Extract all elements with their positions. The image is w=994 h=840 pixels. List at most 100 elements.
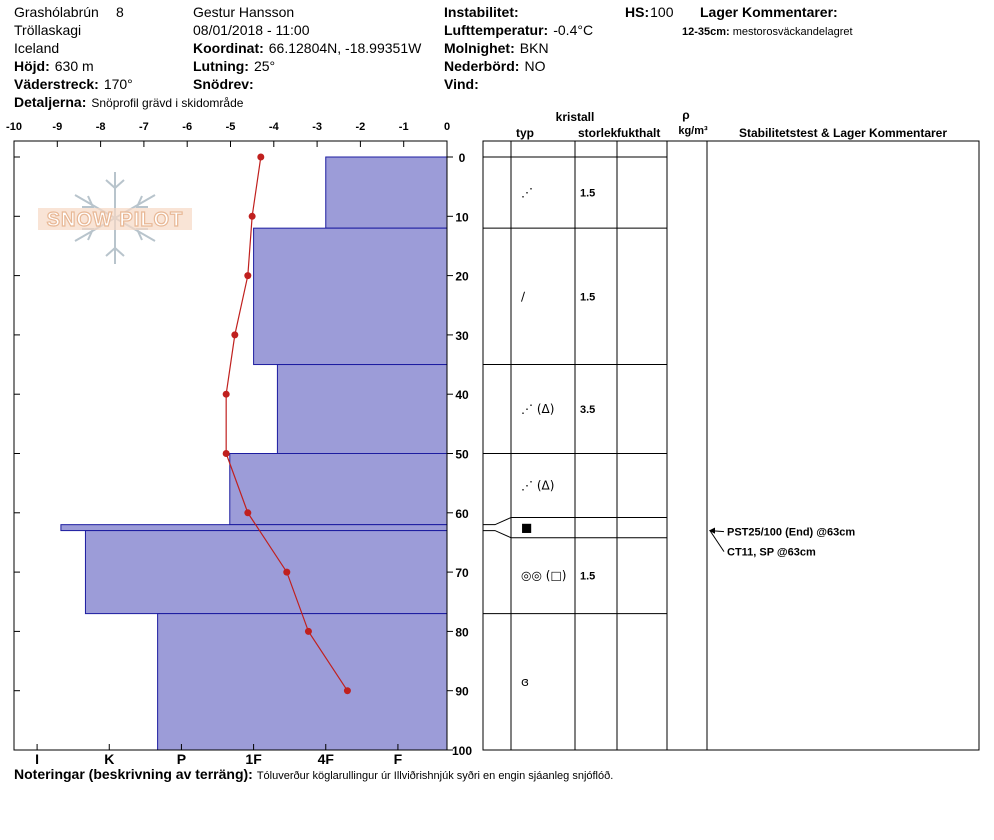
test-arrow: [709, 530, 725, 552]
logo-band: [38, 208, 192, 230]
field-value: 66.12804N, -18.99351W: [269, 40, 422, 56]
layer-boundary: [483, 517, 667, 526]
header-moisture: fukthalt: [617, 126, 660, 140]
header-density-unit: kg/m³: [678, 125, 708, 137]
temperature-tick-label: -2: [356, 121, 366, 133]
field-label: Detaljerna:: [14, 94, 86, 110]
location: Tröllaskagi: [14, 22, 81, 38]
test-arrowhead: [709, 527, 715, 534]
grain-size: 1.5: [580, 188, 595, 200]
grain-type: ɞ: [521, 675, 529, 689]
field-label: Lufttemperatur:: [444, 22, 548, 38]
temperature-point: [222, 390, 230, 398]
temperature-point: [343, 687, 351, 695]
depth-tick-label: 30: [455, 329, 469, 343]
grain-type: ◎◎ (□): [521, 569, 566, 583]
stability-test: CT11, SP @63cm: [727, 547, 816, 559]
field-value: BKN: [520, 40, 549, 56]
hardness-tick-label: F: [394, 751, 403, 767]
header-density: ρ: [682, 108, 689, 122]
hardness-bar: [276, 364, 448, 454]
temperature-point: [222, 450, 230, 457]
temperature-point: [248, 212, 256, 220]
temperature-tick-label: -5: [226, 121, 236, 133]
temperature-tick-label: -1: [399, 121, 409, 133]
stability-test: PST25/100 (End) @63cm: [727, 527, 855, 539]
temperature-tick-label: -7: [139, 121, 149, 133]
observer: Gestur Hansson: [193, 4, 294, 20]
logo-text: SNOW PILOT: [47, 209, 184, 231]
depth-tick-label: 100: [452, 744, 472, 758]
field-label: Instabilitet:: [444, 4, 519, 20]
table-frame: [482, 140, 980, 751]
header-size: storlek: [578, 126, 618, 140]
grain-type: ⋰ (Δ): [521, 479, 554, 493]
grain-size: 1.5: [580, 571, 595, 583]
hardness-bar: [84, 530, 448, 615]
field-label: HS:: [625, 4, 649, 20]
hardness-bar: [60, 524, 448, 532]
hardness-bar: [253, 227, 448, 366]
layer-comment-range: 12-35cm:: [682, 26, 730, 38]
hardness-tick-label: 1F: [245, 751, 262, 767]
location: Iceland: [14, 40, 59, 56]
field-value: NO: [524, 58, 545, 74]
hardness-tick-label: P: [177, 751, 186, 767]
temperature-tick-label: 0: [444, 121, 450, 133]
header-type: typ: [516, 126, 534, 140]
layer-boundary: [483, 530, 667, 539]
grain-size: 3.5: [580, 404, 595, 416]
field-label: Molnighet:: [444, 40, 515, 56]
grain-size: 1.5: [580, 291, 595, 303]
hardness-bar: [157, 613, 448, 751]
temperature-tick-label: -8: [96, 121, 106, 133]
hardness-tick-label: 4F: [318, 751, 335, 767]
hardness-tick-label: K: [104, 751, 114, 767]
field-value: 100: [650, 4, 674, 20]
temperature-point: [244, 272, 252, 280]
hardness-tick-label: I: [35, 751, 39, 767]
temperature-tick-label: -6: [182, 121, 192, 133]
field-label: Snödrev:: [193, 76, 254, 92]
depth-tick-label: 50: [455, 448, 469, 462]
temperature-point: [257, 153, 265, 161]
field-label: Lutning:: [193, 58, 249, 74]
temperature-point: [283, 568, 291, 576]
grain-type: ⋰: [521, 186, 533, 200]
field-label: Väderstreck:: [14, 76, 99, 92]
layer-comments-title: Lager Kommentarer:: [700, 4, 838, 20]
layer-comment-text: mestorosväckandelagret: [733, 26, 853, 38]
grain-type: ■: [521, 521, 532, 535]
field-value: 25°: [254, 58, 275, 74]
field-label: Höjd:: [14, 58, 50, 74]
field-value: Snöprofil grävd i skidområde: [91, 96, 243, 110]
depth-tick-label: 70: [455, 566, 469, 580]
location: Grashólabrún: [14, 4, 99, 20]
temperature-point: [304, 627, 312, 635]
grain-type: ∕: [521, 289, 526, 303]
field-value: -0.4°C: [553, 22, 593, 38]
hardness-bar: [325, 156, 448, 229]
depth-tick-label: 20: [455, 270, 469, 284]
temperature-tick-label: -4: [269, 121, 280, 133]
field-value: 170°: [104, 76, 133, 92]
temperature-tick-label: -10: [6, 121, 22, 133]
depth-tick-label: 60: [455, 507, 469, 521]
temperature-point: [231, 331, 239, 339]
depth-tick-label: 0: [459, 151, 466, 165]
field-label: Koordinat:: [193, 40, 264, 56]
depth-tick-label: 10: [455, 210, 469, 224]
pit-number: 8: [116, 4, 124, 20]
field-value: 630 m: [55, 58, 94, 74]
temperature-point: [244, 509, 252, 517]
notes-label: Noteringar (beskrivning av terräng):: [14, 766, 253, 782]
depth-tick-label: 90: [455, 685, 469, 699]
header-crystal: kristall: [556, 110, 595, 124]
hardness-bar: [229, 453, 448, 526]
field-label: Nederbörd:: [444, 58, 519, 74]
field-label: Vind:: [444, 76, 479, 92]
temperature-line: [225, 156, 348, 692]
header-comments: Stabilitetstest & Lager Kommentarer: [739, 126, 947, 140]
temperature-tick-label: -9: [52, 121, 62, 133]
